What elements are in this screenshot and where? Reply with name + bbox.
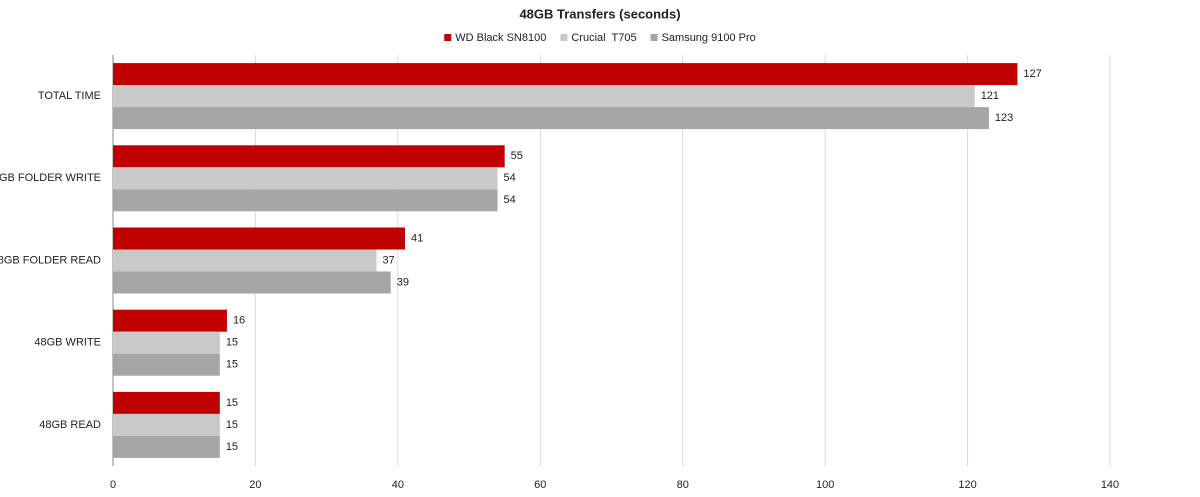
data-label: 15	[226, 337, 238, 349]
data-label: 16	[233, 315, 245, 327]
data-label: 39	[397, 276, 409, 288]
data-label: 37	[382, 254, 394, 266]
x-tick-label: 100	[816, 479, 834, 491]
data-label: 15	[226, 397, 238, 409]
bar	[113, 145, 505, 168]
data-label: 123	[995, 112, 1013, 124]
bar	[113, 189, 498, 212]
x-tick-label: 0	[110, 479, 116, 491]
bar	[113, 391, 220, 414]
bar	[113, 309, 227, 332]
x-tick-label: 80	[677, 479, 689, 491]
x-tick-label: 20	[249, 479, 261, 491]
x-tick-label: 120	[958, 479, 976, 491]
legend-swatch	[650, 34, 658, 41]
y-tick-label: 48GB FOLDER READ	[0, 254, 101, 266]
data-label: 121	[981, 90, 999, 102]
bar	[113, 413, 220, 436]
legend-label: Samsung 9100 Pro	[662, 32, 756, 44]
data-label: 127	[1023, 68, 1041, 80]
bar	[113, 63, 1018, 86]
data-label: 41	[411, 232, 423, 244]
bar	[113, 107, 989, 130]
data-label: 54	[504, 172, 516, 184]
bar	[113, 353, 220, 376]
bar	[113, 85, 975, 108]
x-tick-label: 60	[534, 479, 546, 491]
x-tick-label: 40	[392, 479, 404, 491]
data-label: 15	[226, 359, 238, 371]
legend-swatch	[560, 34, 568, 41]
y-tick-label: 48GB FOLDER WRITE	[0, 172, 101, 184]
bar	[113, 249, 377, 272]
chart-title: 48GB Transfers (seconds)	[519, 6, 680, 21]
x-tick-label: 140	[1101, 479, 1119, 491]
legend-label: WD Black SN8100	[455, 32, 546, 44]
legend: WD Black SN8100 Crucial T705 Samsung 9100 …	[444, 32, 756, 44]
y-tick-label: 48GB READ	[39, 419, 101, 431]
data-label: 15	[226, 441, 238, 453]
bar	[113, 227, 405, 250]
y-tick-label: 48GB WRITE	[34, 337, 101, 349]
data-label: 55	[511, 150, 523, 162]
bar	[113, 435, 220, 458]
data-label: 15	[226, 419, 238, 431]
bar	[113, 271, 391, 294]
y-tick-label: TOTAL TIME	[38, 90, 101, 102]
data-label: 54	[504, 194, 516, 206]
legend-label: Crucial T705	[571, 32, 636, 44]
bar	[113, 167, 498, 190]
bar	[113, 331, 220, 354]
legend-swatch	[444, 34, 452, 41]
